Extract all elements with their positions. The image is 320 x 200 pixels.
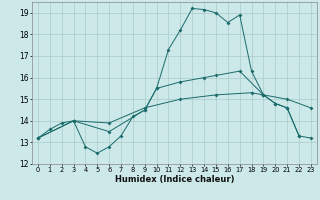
X-axis label: Humidex (Indice chaleur): Humidex (Indice chaleur) [115,175,234,184]
